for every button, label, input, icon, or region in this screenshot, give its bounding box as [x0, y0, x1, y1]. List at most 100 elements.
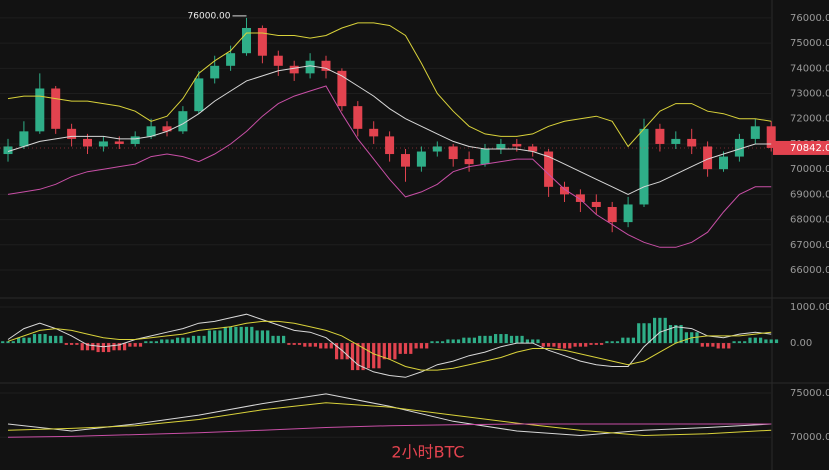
- macd-bar: [456, 339, 461, 344]
- macd-bar: [562, 343, 567, 349]
- macd-bar: [297, 343, 302, 345]
- candle-body: [719, 156, 728, 170]
- candle-body: [448, 146, 458, 160]
- macd-bar: [197, 335, 201, 344]
- macd-bar: [75, 343, 79, 345]
- macd-bar: [101, 343, 105, 353]
- macd-bar: [340, 343, 344, 360]
- candle-body: [639, 128, 649, 205]
- y-tick-label: 76000.00: [790, 13, 829, 24]
- candle-body: [512, 143, 522, 147]
- macd-bar: [239, 326, 243, 344]
- macd-bar: [27, 337, 31, 344]
- macd-bar: [414, 343, 418, 349]
- macd-bar: [499, 334, 503, 344]
- macd-bar: [144, 341, 148, 344]
- macd-bar: [282, 335, 286, 344]
- macd-bar: [324, 343, 328, 349]
- macd-bar: [96, 343, 100, 353]
- macd-bar: [753, 337, 757, 344]
- macd-bar: [244, 326, 249, 344]
- macd-bar: [472, 337, 476, 344]
- candle-body: [560, 186, 569, 195]
- macd-bar: [91, 343, 95, 351]
- candle-body: [114, 141, 124, 144]
- y-tick-label: 74000.00: [790, 63, 829, 74]
- macd-bar: [191, 335, 196, 344]
- candle-body: [210, 65, 220, 79]
- macd-bar: [64, 343, 68, 345]
- macd-bar: [647, 323, 651, 344]
- macd-bar: [515, 335, 519, 344]
- macd-bar: [552, 343, 556, 347]
- macd-bar: [684, 332, 688, 344]
- macd-bar: [600, 343, 604, 345]
- macd-bar: [483, 335, 487, 344]
- macd-bar: [1, 341, 5, 344]
- y-tick-label: 1000.00: [790, 302, 829, 313]
- macd-bar: [589, 343, 593, 345]
- high-label: 76000.00: [188, 11, 231, 21]
- macd-bar: [547, 343, 551, 347]
- macd-bar: [350, 343, 355, 371]
- candle-body: [750, 126, 760, 139]
- macd-bar: [223, 326, 227, 344]
- last-price-label: 70842.00: [790, 143, 829, 154]
- series-line: [7, 65, 772, 195]
- candle-body: [67, 128, 77, 139]
- macd-bar: [494, 334, 498, 344]
- macd-bar: [536, 339, 540, 344]
- macd-bar: [626, 337, 630, 344]
- macd-bar: [271, 335, 275, 344]
- macd-bar: [303, 343, 307, 347]
- macd-bar: [637, 323, 641, 344]
- series-line: [7, 393, 772, 437]
- macd-bar: [138, 343, 143, 347]
- macd-bar: [727, 343, 731, 349]
- macd-bar: [170, 339, 174, 344]
- candle-body: [369, 128, 379, 137]
- candle-body: [687, 138, 697, 147]
- macd-bar: [329, 343, 333, 349]
- candle-body: [98, 141, 108, 147]
- macd-bar: [531, 339, 535, 344]
- y-tick-label: 72000.00: [790, 114, 829, 125]
- candle-body: [273, 55, 283, 66]
- macd-bar: [403, 343, 408, 354]
- candle-body: [607, 206, 617, 223]
- macd-bar: [462, 337, 466, 344]
- caption: 2小时BTC: [391, 443, 464, 462]
- y-tick-label: 75000.00: [790, 388, 829, 399]
- candle-body: [257, 27, 267, 56]
- macd-bar: [642, 323, 646, 344]
- candle-body: [19, 131, 29, 147]
- macd-bar: [218, 330, 222, 344]
- macd-bar: [674, 325, 678, 344]
- macd-bar: [605, 341, 609, 344]
- macd-bar: [22, 337, 26, 344]
- macd-bar: [774, 339, 779, 344]
- macd-bar: [446, 339, 450, 344]
- macd-bar: [631, 337, 635, 344]
- macd-bar: [695, 332, 699, 344]
- candle-body: [703, 146, 713, 170]
- candle-body: [591, 201, 601, 207]
- candle-body: [416, 151, 426, 167]
- macd-bar: [149, 341, 153, 344]
- macd-bar: [165, 339, 169, 344]
- candle-body: [480, 149, 490, 165]
- macd-bar: [573, 343, 577, 347]
- series-line: [7, 320, 772, 371]
- y-tick-label: 66000.00: [790, 265, 829, 276]
- macd-bar: [38, 334, 42, 344]
- candle-body: [242, 27, 251, 54]
- macd-bar: [509, 335, 514, 344]
- macd-bar: [70, 343, 74, 345]
- macd-bar: [541, 343, 545, 347]
- candle-body: [353, 106, 363, 129]
- macd-bar: [181, 337, 185, 344]
- macd-bar: [382, 343, 386, 360]
- candle-body: [575, 194, 585, 202]
- y-tick-label: 69000.00: [790, 189, 829, 200]
- macd-bar: [525, 339, 529, 344]
